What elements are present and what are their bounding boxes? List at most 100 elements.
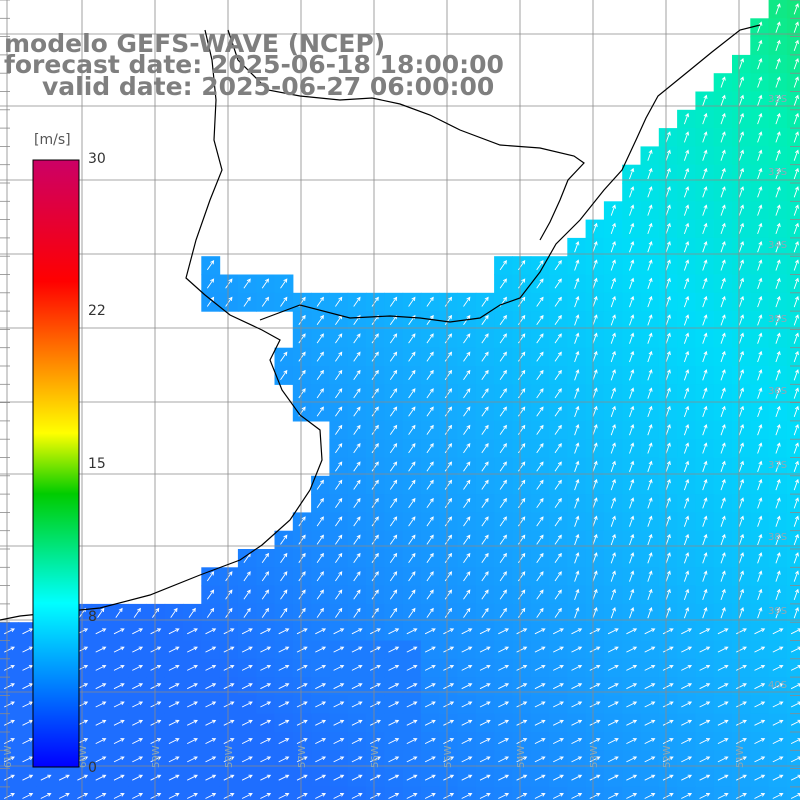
wind-speed-cell [786,695,800,715]
wind-arrow [629,552,635,564]
wind-arrow [720,350,726,363]
wind-arrow [241,701,253,708]
wind-arrow [629,167,635,180]
wind-arrow [443,683,455,690]
wind-arrow [665,314,671,326]
wind-arrow [371,479,379,490]
wind-arrow [370,738,381,745]
wind-arrow [463,497,471,509]
wind-arrow [187,683,198,690]
wind-arrow [333,738,345,745]
wind-arrow [315,664,327,671]
lat-label: 39S [768,606,787,617]
wind-arrow [610,387,616,399]
wind-arrow [738,149,745,161]
wind-arrow [610,533,616,546]
wind-arrow [389,351,398,362]
wind-arrow [426,369,434,380]
wind-speed-cell [311,786,330,800]
wind-arrow [702,112,708,125]
wind-arrow [132,756,144,763]
wind-arrow [113,756,125,763]
wind-arrow [424,738,436,745]
wind-arrow [665,295,671,308]
wind-arrow [113,719,125,726]
wind-arrow [371,461,379,472]
wind-arrow [481,552,489,563]
wind-arrow [683,149,690,161]
wind-arrow [738,314,745,326]
wind-arrow [278,628,290,635]
wind-arrow [793,314,799,326]
wind-arrow [629,533,635,546]
wind-arrow [335,296,343,307]
wind-arrow [720,424,726,436]
wind-speed-cell [786,622,800,642]
wind-arrow [757,131,763,143]
wind-arrow [720,295,726,308]
wind-arrow [610,570,616,582]
wind-arrow [389,516,398,527]
wind-arrow [702,369,708,381]
wind-arrow [479,701,491,708]
wind-arrow [280,369,288,380]
wind-arrow [316,479,324,490]
wind-arrow [426,406,434,417]
wind-arrow [592,332,598,344]
wind-arrow [793,149,799,161]
wind-arrow [699,738,711,745]
wind-arrow [775,241,781,253]
wind-arrow [629,222,635,235]
wind-arrow [463,296,471,307]
wind-arrow [518,369,526,380]
wind-arrow [335,571,343,582]
wind-arrow [793,58,799,70]
title-forecast-date: forecast date: 2025-06-18 18:00:00 [4,50,504,79]
wind-arrow [333,628,345,635]
wind-arrow [95,701,107,708]
wind-arrow [717,646,729,653]
wind-arrow [607,664,619,671]
wind-arrow [574,460,580,472]
wind-arrow [775,167,781,180]
wind-arrow [702,497,708,509]
wind-arrow [353,589,361,600]
wind-arrow [644,793,656,799]
wind-arrow [335,552,343,563]
wind-arrow [388,701,400,708]
wind-arrow [738,58,745,70]
wind-speed-cell [274,786,294,800]
wind-arrow [241,738,253,745]
wind-arrow [424,683,436,690]
wind-arrow [736,774,747,781]
wind-arrow [554,516,562,527]
lat-label: 38S [768,532,787,543]
wind-arrow [647,405,653,418]
wind-arrow [444,314,453,326]
wind-arrow [793,94,799,106]
wind-arrow [629,497,635,509]
wind-arrow [113,664,125,671]
wind-arrow [333,774,345,781]
wind-arrow [298,571,306,582]
wind-arrow [683,167,690,180]
wind-arrow [681,628,693,635]
wind-arrow [389,534,398,545]
wind-arrow [371,589,379,600]
wind-arrow [223,646,235,653]
wind-arrow [534,774,546,781]
wind-arrow [720,149,726,161]
wind-speed-cell [475,786,495,800]
wind-speed-cell [0,786,19,800]
wind-arrow [518,497,526,509]
wind-arrow [406,774,418,781]
wind-arrow [261,552,270,563]
wind-arrow [316,607,324,618]
wind-arrow [571,664,583,671]
wind-arrow [683,405,690,418]
wind-arrow [150,719,162,726]
wind-arrow [775,222,781,235]
wind-arrow [481,406,489,417]
wind-arrow [610,204,616,216]
